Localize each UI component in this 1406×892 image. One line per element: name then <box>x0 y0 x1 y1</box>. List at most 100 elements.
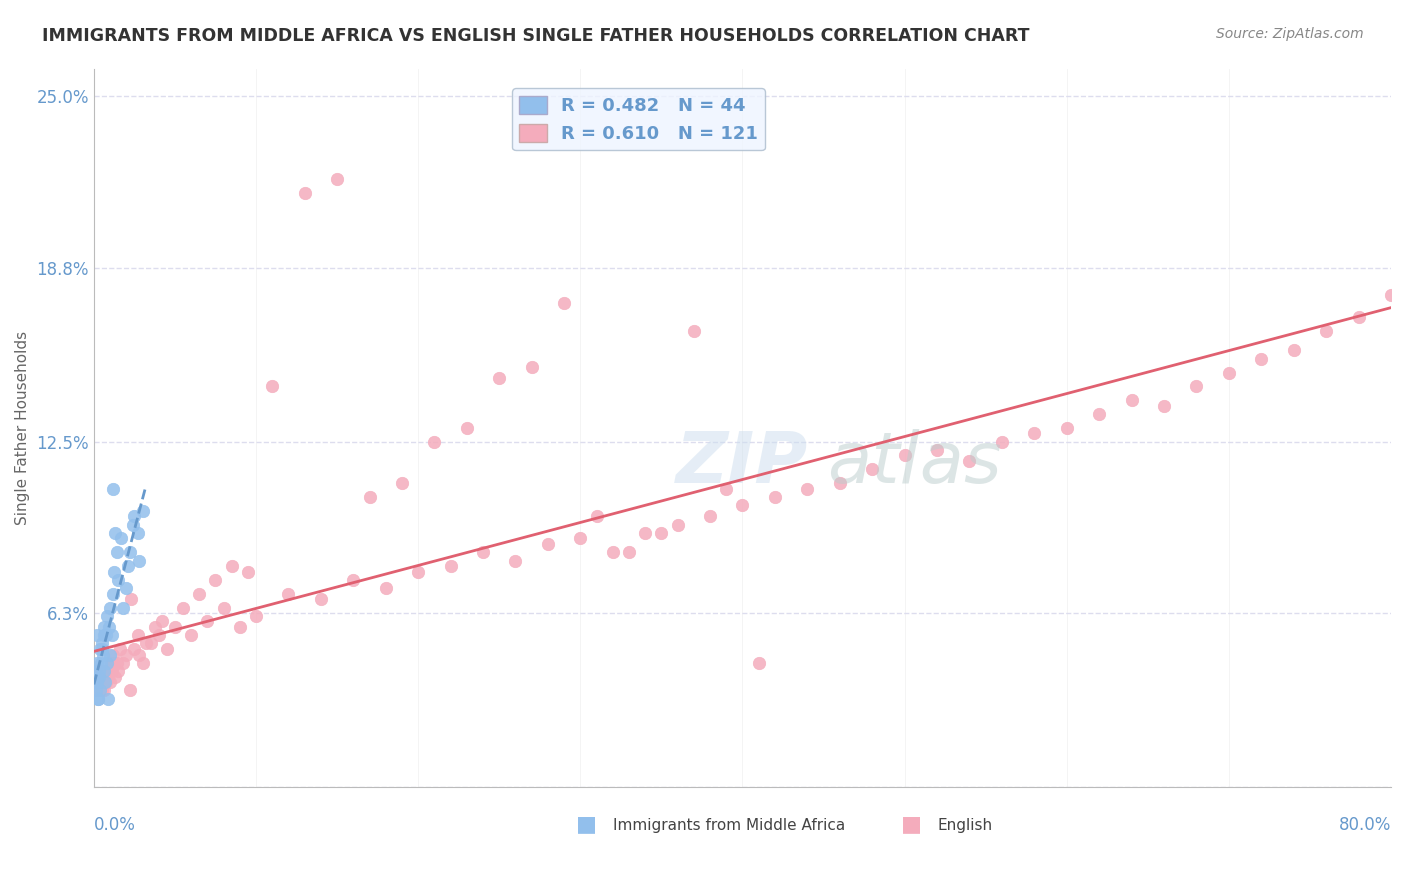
Text: 0.0%: 0.0% <box>94 816 136 834</box>
Point <box>391 476 413 491</box>
Point <box>1185 379 1208 393</box>
Point <box>86 664 108 678</box>
Point <box>91 670 114 684</box>
Point <box>439 559 461 574</box>
Point <box>94 675 117 690</box>
Point <box>84 683 107 698</box>
Point <box>699 509 721 524</box>
Point <box>585 509 607 524</box>
Point <box>93 628 115 642</box>
Point <box>748 656 770 670</box>
Point <box>150 615 173 629</box>
Point <box>121 517 143 532</box>
Point <box>100 656 122 670</box>
Point <box>131 656 153 670</box>
Point <box>893 449 915 463</box>
Point <box>180 628 202 642</box>
Point <box>91 683 114 698</box>
Point <box>91 636 114 650</box>
Point <box>1088 407 1111 421</box>
Point <box>520 359 543 374</box>
Point <box>925 442 948 457</box>
Point <box>115 648 138 662</box>
Point <box>163 620 186 634</box>
Point <box>105 656 128 670</box>
Point <box>1250 351 1272 366</box>
Point <box>87 670 110 684</box>
Point <box>118 683 141 698</box>
Point <box>262 379 284 393</box>
Point <box>221 559 243 574</box>
Text: atlas: atlas <box>827 429 1001 499</box>
Point <box>374 581 396 595</box>
Point <box>98 648 121 662</box>
Point <box>1121 393 1143 408</box>
Point <box>96 670 118 684</box>
Point <box>957 454 980 468</box>
Point <box>107 573 129 587</box>
Point <box>86 675 108 690</box>
Point <box>84 664 107 678</box>
Point <box>118 545 141 559</box>
Point <box>124 642 146 657</box>
Point <box>87 664 110 678</box>
Point <box>204 573 226 587</box>
Point <box>91 648 114 662</box>
Point <box>342 573 364 587</box>
Text: ZIP: ZIP <box>676 429 808 499</box>
Point <box>103 565 125 579</box>
Point <box>505 553 527 567</box>
Point <box>115 581 138 595</box>
Point <box>650 525 672 540</box>
Point <box>456 421 478 435</box>
Point <box>94 675 117 690</box>
Point <box>127 628 149 642</box>
Point <box>107 664 129 678</box>
Point <box>91 664 114 678</box>
Point <box>112 656 135 670</box>
Point <box>117 559 139 574</box>
Point <box>87 691 110 706</box>
Point <box>108 642 131 657</box>
Point <box>148 628 170 642</box>
Point <box>172 600 194 615</box>
Point <box>666 517 689 532</box>
Point <box>84 675 107 690</box>
Point <box>127 525 149 540</box>
Point <box>97 620 120 634</box>
Point <box>131 504 153 518</box>
Point <box>87 664 110 678</box>
Point <box>682 324 704 338</box>
Point <box>236 565 259 579</box>
Point <box>124 509 146 524</box>
Point <box>103 482 125 496</box>
Text: 80.0%: 80.0% <box>1339 816 1391 834</box>
Point <box>277 587 299 601</box>
Point <box>716 482 738 496</box>
Point <box>294 186 316 200</box>
Point <box>96 656 118 670</box>
Point <box>139 636 162 650</box>
Point <box>93 664 115 678</box>
Point <box>326 172 349 186</box>
Y-axis label: Single Father Households: Single Father Households <box>15 331 30 524</box>
Point <box>94 670 117 684</box>
Point <box>87 691 110 706</box>
Point <box>731 498 754 512</box>
Point <box>87 683 110 698</box>
Point <box>89 670 111 684</box>
Point <box>423 434 446 449</box>
Text: English: English <box>936 818 993 833</box>
Point <box>84 675 107 690</box>
Point <box>87 670 110 684</box>
Point <box>1282 343 1305 358</box>
Point <box>86 656 108 670</box>
Point <box>1347 310 1369 325</box>
Text: ■: ■ <box>576 814 598 834</box>
Point <box>84 683 107 698</box>
Point <box>128 648 150 662</box>
Point <box>100 664 122 678</box>
Point <box>97 670 120 684</box>
Point <box>98 675 121 690</box>
Point <box>120 592 142 607</box>
